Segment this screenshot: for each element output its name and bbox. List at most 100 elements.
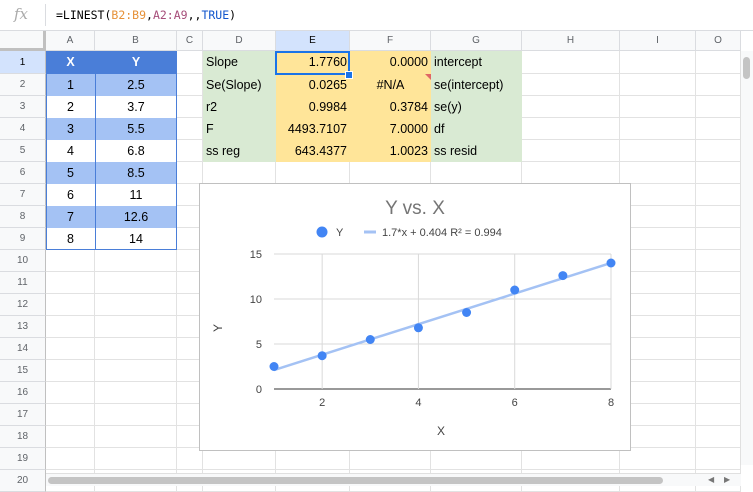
grid-cell[interactable] xyxy=(46,316,95,338)
grid-cell[interactable] xyxy=(696,360,741,382)
cell-e4[interactable]: 4493.7107 xyxy=(276,118,350,140)
grid-cell[interactable] xyxy=(95,294,177,316)
data-point[interactable] xyxy=(510,285,520,295)
grid-cell[interactable] xyxy=(620,316,696,338)
row-header-18[interactable]: 18 xyxy=(0,426,46,448)
grid-cell[interactable] xyxy=(177,96,203,118)
grid-cell[interactable] xyxy=(203,162,276,184)
grid-cell[interactable] xyxy=(177,162,203,184)
cell-f5[interactable]: 1.0023 xyxy=(350,140,431,162)
grid-cell[interactable] xyxy=(203,448,276,470)
row-header-17[interactable]: 17 xyxy=(0,404,46,426)
cell-e1[interactable]: 1.7760 xyxy=(276,51,350,74)
grid-cell[interactable] xyxy=(95,316,177,338)
grid-cell[interactable] xyxy=(620,426,696,448)
grid-cell[interactable] xyxy=(620,118,696,140)
row-header-2[interactable]: 2 xyxy=(0,74,46,96)
grid-cell[interactable] xyxy=(620,74,696,96)
cell-a5[interactable]: 4 xyxy=(46,140,95,162)
column-header-e[interactable]: E xyxy=(276,31,350,51)
row-header-20[interactable]: 20 xyxy=(0,470,46,492)
grid-cell[interactable] xyxy=(431,448,522,470)
grid-cell[interactable] xyxy=(696,338,741,360)
cell-a4[interactable]: 3 xyxy=(46,118,95,140)
grid-cell[interactable] xyxy=(46,360,95,382)
cell-g2[interactable]: se(intercept) xyxy=(431,74,522,96)
vertical-scrollbar-thumb[interactable] xyxy=(743,57,750,79)
grid-cell[interactable] xyxy=(696,294,741,316)
scatter-chart[interactable]: Y vs. X Y 1.7*x + 0.404 R² = 0.994 0 5 10 1… xyxy=(199,183,631,451)
row-header-1[interactable]: 1 xyxy=(0,51,46,74)
row-header-5[interactable]: 5 xyxy=(0,140,46,162)
grid-cell[interactable] xyxy=(696,272,741,294)
grid-cell[interactable] xyxy=(95,250,177,272)
grid-cell[interactable] xyxy=(177,140,203,162)
cell-b5[interactable]: 6.8 xyxy=(95,140,177,162)
grid-cell[interactable] xyxy=(95,382,177,404)
cell-e2[interactable]: 0.0265 xyxy=(276,74,350,96)
column-header-h[interactable]: H xyxy=(522,31,620,51)
grid-cell[interactable] xyxy=(620,404,696,426)
data-point[interactable] xyxy=(365,335,375,344)
row-header-7[interactable]: 7 xyxy=(0,184,46,206)
cell-b7[interactable]: 11 xyxy=(95,184,177,206)
cell-d4[interactable]: F xyxy=(203,118,276,140)
grid-cell[interactable] xyxy=(95,338,177,360)
grid-cell[interactable] xyxy=(177,51,203,74)
grid-cell[interactable] xyxy=(696,404,741,426)
grid-cell[interactable] xyxy=(522,118,620,140)
grid-cell[interactable] xyxy=(276,448,350,470)
cell-b6[interactable]: 8.5 xyxy=(95,162,177,184)
data-point[interactable] xyxy=(269,362,279,371)
cell-a1[interactable]: X xyxy=(46,51,95,74)
row-header-8[interactable]: 8 xyxy=(0,206,46,228)
cell-e3[interactable]: 0.9984 xyxy=(276,96,350,118)
grid-cell[interactable] xyxy=(46,426,95,448)
grid-cell[interactable] xyxy=(46,382,95,404)
row-header-4[interactable]: 4 xyxy=(0,118,46,140)
grid-cell[interactable] xyxy=(46,272,95,294)
grid-cell[interactable] xyxy=(620,162,696,184)
grid-cell[interactable] xyxy=(522,74,620,96)
grid-cell[interactable] xyxy=(522,448,620,470)
cell-f3[interactable]: 0.3784 xyxy=(350,96,431,118)
grid-cell[interactable] xyxy=(177,448,203,470)
grid-cell[interactable] xyxy=(620,382,696,404)
select-all-corner[interactable] xyxy=(0,31,46,51)
grid-cell[interactable] xyxy=(95,272,177,294)
cell-d2[interactable]: Se(Slope) xyxy=(203,74,276,96)
grid-cell[interactable] xyxy=(46,404,95,426)
grid-cell[interactable] xyxy=(696,206,741,228)
cell-d1[interactable]: Slope xyxy=(203,51,276,74)
cell-f4[interactable]: 7.0000 xyxy=(350,118,431,140)
grid-cell[interactable] xyxy=(177,118,203,140)
grid-cell[interactable] xyxy=(620,140,696,162)
cell-g3[interactable]: se(y) xyxy=(431,96,522,118)
column-header-d[interactable]: D xyxy=(203,31,276,51)
row-header-3[interactable]: 3 xyxy=(0,96,46,118)
grid-cell[interactable] xyxy=(620,96,696,118)
cell-b3[interactable]: 3.7 xyxy=(95,96,177,118)
error-indicator-icon[interactable] xyxy=(425,74,431,80)
grid-cell[interactable] xyxy=(620,360,696,382)
row-header-15[interactable]: 15 xyxy=(0,360,46,382)
grid-cell[interactable] xyxy=(696,426,741,448)
grid-cell[interactable] xyxy=(696,96,741,118)
data-point[interactable] xyxy=(413,323,423,333)
grid-cell[interactable] xyxy=(696,162,741,184)
horizontal-scrollbar-thumb[interactable] xyxy=(48,477,663,484)
grid-cell[interactable] xyxy=(620,228,696,250)
grid-cell[interactable] xyxy=(522,96,620,118)
cell-a8[interactable]: 7 xyxy=(46,206,95,228)
column-header-o[interactable]: O xyxy=(696,31,741,51)
grid-cell[interactable] xyxy=(177,74,203,96)
data-point[interactable] xyxy=(558,271,568,281)
scroll-left-icon[interactable]: ◀ xyxy=(708,475,715,484)
selected-cell-e1[interactable] xyxy=(275,51,350,75)
grid-cell[interactable] xyxy=(696,316,741,338)
grid-cell[interactable] xyxy=(276,162,350,184)
grid-cell[interactable] xyxy=(46,250,95,272)
grid-cell[interactable] xyxy=(350,162,431,184)
grid-cell[interactable] xyxy=(696,382,741,404)
grid-cell[interactable] xyxy=(431,162,522,184)
